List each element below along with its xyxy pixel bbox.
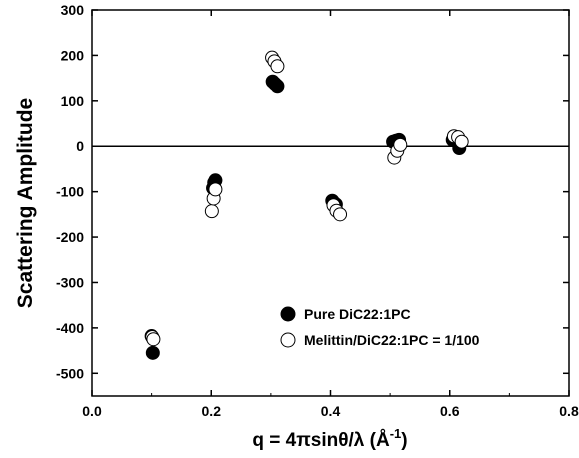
x-tick-label: 0.6: [440, 403, 460, 419]
y-tick-label: -400: [56, 320, 84, 336]
y-tick-label: -500: [56, 365, 84, 381]
x-axis-title: q = 4πsinθ/λ (Å-1): [252, 426, 407, 451]
point-melittin: [393, 137, 408, 152]
y-tick-label: -200: [56, 229, 84, 245]
y-tick-label: 300: [61, 2, 85, 18]
point-melittin: [333, 207, 348, 222]
y-axis-title: Scattering Amplitude: [14, 98, 37, 308]
x-tick-label: 0.0: [82, 403, 102, 419]
x-tick-label: 0.2: [202, 403, 222, 419]
point-melittin: [146, 332, 161, 347]
x-tick-label: 0.8: [559, 403, 579, 419]
y-tick-label: -100: [56, 184, 84, 200]
y-axis-ticks: 300 200 100 0 -100 -200 -300 -400 -500: [56, 2, 569, 381]
y-tick-label: 200: [61, 47, 85, 63]
point-pure: [145, 345, 160, 360]
x-tick-label: 0.4: [321, 403, 341, 419]
y-tick-label: -300: [56, 274, 84, 290]
point-melittin: [270, 59, 285, 74]
point-pure: [270, 79, 285, 94]
point-melittin: [208, 182, 223, 197]
data-points: [144, 50, 469, 360]
legend-marker-melittin: [280, 332, 296, 348]
legend: Pure DiC22:1PC Melittin/DiC22:1PC = 1/10…: [280, 306, 480, 348]
legend-label-pure: Pure DiC22:1PC: [304, 306, 411, 322]
legend-label-melittin: Melittin/DiC22:1PC = 1/100: [304, 332, 480, 348]
legend-marker-pure: [280, 306, 296, 322]
x-axis-ticks: 0.0 0.2 0.4 0.6 0.8: [82, 10, 579, 419]
y-tick-label: 100: [61, 93, 85, 109]
point-melittin: [204, 204, 219, 219]
point-melittin: [454, 134, 469, 149]
y-tick-label: 0: [76, 138, 84, 154]
